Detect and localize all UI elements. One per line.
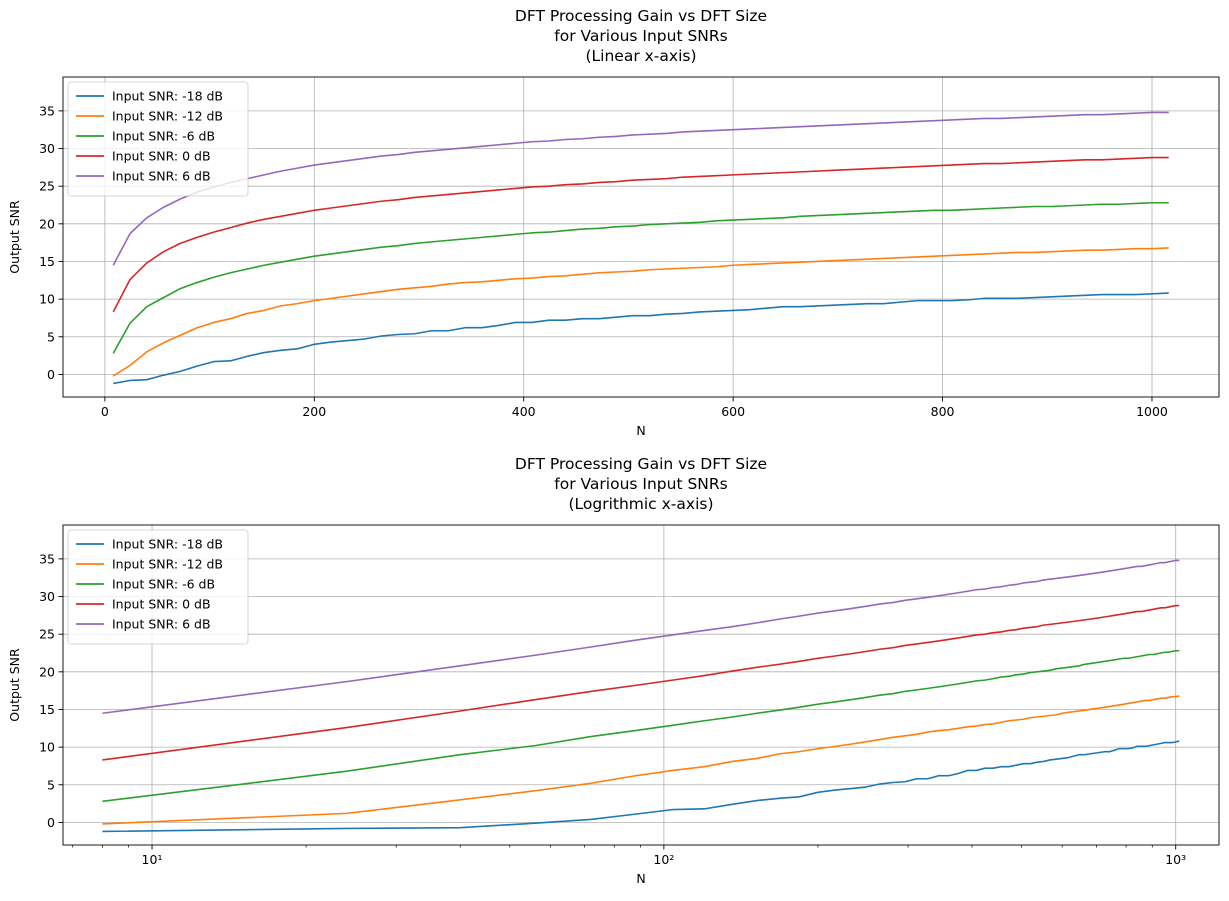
y-tick-label: 0 xyxy=(47,367,55,382)
legend-entry-5: Input SNR: 6 dB xyxy=(112,169,211,184)
chart-title-line: DFT Processing Gain vs DFT Size xyxy=(515,7,767,25)
chart-1: DFT Processing Gain vs DFT Size for Vario… xyxy=(7,7,1220,438)
y-tick-label: 30 xyxy=(39,141,55,156)
chart-title-line: DFT Processing Gain vs DFT Size xyxy=(515,455,767,473)
x-tick-label: 200 xyxy=(302,404,326,419)
legend-entry-2: Input SNR: -12 dB xyxy=(112,109,223,124)
axes-frame xyxy=(62,76,1220,398)
y-tick-label: 25 xyxy=(39,179,55,194)
y-tick-label: 5 xyxy=(47,777,55,792)
series-line-1 xyxy=(102,740,1180,833)
chart-title-line: for Various Input SNRs xyxy=(554,27,727,45)
legend-box xyxy=(67,81,249,197)
series-line-5 xyxy=(112,111,1169,266)
chart-title-line: (Logrithmic x-axis) xyxy=(568,495,713,513)
x-tick-label: 400 xyxy=(512,404,536,419)
x-axis-label: N xyxy=(636,423,645,438)
y-axis-label: Output SNR xyxy=(7,648,22,722)
x-tick-label: 600 xyxy=(721,404,745,419)
x-axis-label: N xyxy=(636,871,645,886)
x-tick-label: 10³ xyxy=(1165,852,1186,867)
legend: Input SNR: -18 dB Input SNR: -12 dB Input … xyxy=(67,529,249,645)
legend-box xyxy=(67,529,249,645)
axes-frame xyxy=(62,524,1220,846)
legend-entry-4: Input SNR: 0 dB xyxy=(112,597,211,612)
legend: Input SNR: -18 dB Input SNR: -12 dB Input … xyxy=(67,81,249,197)
x-tick-label: 0 xyxy=(101,404,109,419)
series-line-4 xyxy=(102,604,1180,761)
y-tick-label: 15 xyxy=(39,254,55,269)
series-line-3 xyxy=(102,649,1180,803)
y-tick-label: 10 xyxy=(39,740,55,755)
y-tick-label: 25 xyxy=(39,627,55,642)
legend-entry-5: Input SNR: 6 dB xyxy=(112,617,211,632)
series-line-3 xyxy=(112,201,1169,354)
y-tick-label: 35 xyxy=(39,551,55,566)
y-tick-label: 30 xyxy=(39,589,55,604)
y-tick-label: 20 xyxy=(39,664,55,679)
chart-title-line: (Linear x-axis) xyxy=(585,47,696,65)
chart-title-line: for Various Input SNRs xyxy=(554,475,727,493)
y-tick-label: 0 xyxy=(47,815,55,830)
x-tick-label: 10² xyxy=(653,852,674,867)
series-line-2 xyxy=(112,247,1169,377)
series-line-4 xyxy=(112,156,1169,313)
legend-entry-1: Input SNR: -18 dB xyxy=(112,537,223,552)
legend-entry-3: Input SNR: -6 dB xyxy=(112,129,215,144)
y-tick-label: 20 xyxy=(39,216,55,231)
legend-entry-1: Input SNR: -18 dB xyxy=(112,89,223,104)
series-line-1 xyxy=(113,292,1169,385)
series-line-5 xyxy=(102,559,1180,715)
legend-entry-4: Input SNR: 0 dB xyxy=(112,149,211,164)
series-line-2 xyxy=(102,695,1180,825)
series-group xyxy=(112,111,1169,385)
chart-2: DFT Processing Gain vs DFT Size for Vario… xyxy=(7,455,1220,886)
y-tick-label: 35 xyxy=(39,103,55,118)
y-axis-label: Output SNR xyxy=(7,200,22,274)
y-tick-label: 10 xyxy=(39,292,55,307)
y-tick-label: 5 xyxy=(47,329,55,344)
x-tick-label: 1000 xyxy=(1136,404,1168,419)
y-tick-label: 15 xyxy=(39,702,55,717)
legend-entry-2: Input SNR: -12 dB xyxy=(112,557,223,572)
legend-entry-3: Input SNR: -6 dB xyxy=(112,577,215,592)
series-group xyxy=(102,559,1180,833)
x-tick-label: 10¹ xyxy=(142,852,163,867)
x-tick-label: 800 xyxy=(931,404,955,419)
